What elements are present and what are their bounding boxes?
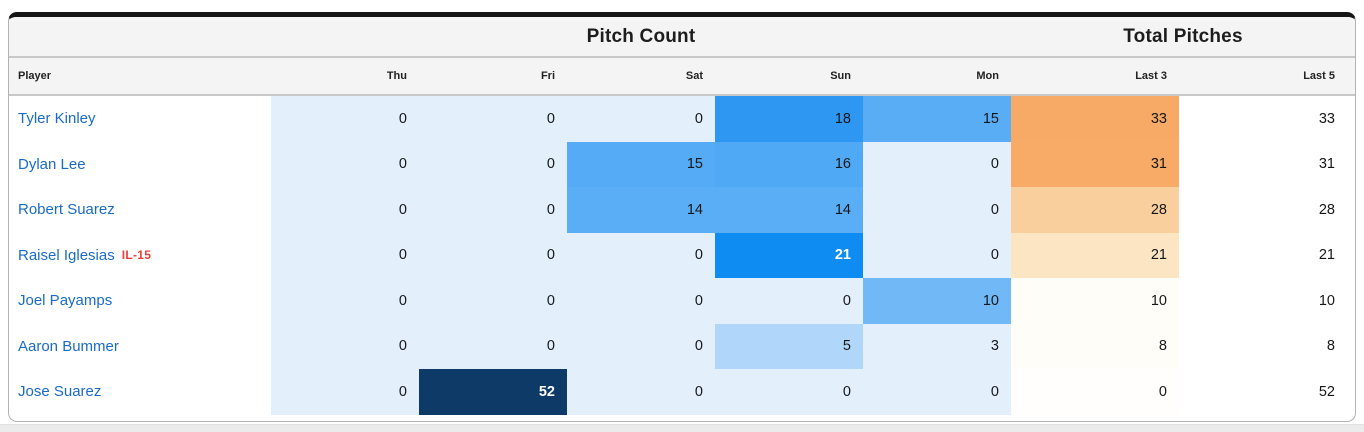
table-row: Joel Payamps 0 0 0 0 10 10 10 [9,278,1355,324]
last5-cell: 28 [1179,187,1355,233]
pitch-cell-sat: 14 [567,187,715,233]
pitch-cell-fri: 0 [419,141,567,187]
player-cell: Jose Suarez [9,369,271,415]
pitch-cell-sun: 14 [715,187,863,233]
column-header-row: Player Thu Fri Sat Sun Mon Last 3 Last 5 [9,58,1355,96]
pitch-cell-mon: 10 [863,278,1011,324]
last3-cell: 8 [1011,323,1179,369]
pitch-cell-fri: 0 [419,96,567,142]
column-header-fri: Fri [540,70,555,82]
pitch-cell-thu: 0 [271,141,419,187]
pitch-cell-sat: 0 [567,278,715,324]
last3-cell: 21 [1011,232,1179,278]
pitch-cell-thu: 0 [271,278,419,324]
pitch-cell-sat: 15 [567,141,715,187]
player-link[interactable]: Aaron Bummer [18,337,119,355]
pitch-cell-sun: 18 [715,96,863,142]
column-header-last5: Last 5 [1303,70,1335,82]
player-link[interactable]: Joel Payamps [18,292,113,310]
player-link[interactable]: Dylan Lee [18,155,86,173]
player-link[interactable]: Raisel Iglesias [18,246,115,264]
last5-cell: 52 [1179,369,1355,415]
pitch-cell-thu: 0 [271,96,419,142]
table-row: Dylan Lee 0 0 15 16 0 31 31 [9,141,1355,188]
table-body: Tyler Kinley 0 0 0 18 15 33 33 Dylan Lee 0 0 15 16 0 3… [9,96,1355,415]
player-link[interactable]: Robert Suarez [18,201,115,219]
table-row: Jose Suarez 0 52 0 0 0 0 52 [9,369,1355,415]
group-header-pitch-count: Pitch Count [586,25,696,47]
table-row: Tyler Kinley 0 0 0 18 15 33 33 [9,96,1355,142]
pitch-cell-mon: 0 [863,232,1011,278]
column-header-mon: Mon [976,70,999,82]
column-header-last3: Last 3 [1135,70,1167,82]
table-row: Robert Suarez 0 0 14 14 0 28 28 [9,187,1355,233]
group-header-total-pitches: Total Pitches [1123,25,1243,47]
pitch-cell-mon: 15 [863,96,1011,142]
last3-cell: 0 [1011,369,1179,415]
last5-cell: 31 [1179,141,1355,187]
player-cell: Raisel Iglesias IL-15 [9,233,271,279]
pitch-cell-fri: 0 [419,323,567,369]
pitch-cell-sun: 0 [715,369,863,415]
last3-cell: 10 [1011,278,1179,324]
pitch-cell-sun: 21 [715,232,863,278]
player-cell: Aaron Bummer [9,324,271,370]
pitch-cell-mon: 0 [863,369,1011,415]
pitch-cell-thu: 0 [271,187,419,233]
pitch-cell-sat: 0 [567,232,715,278]
pitch-cell-sat: 0 [567,323,715,369]
pitch-cell-mon: 0 [863,141,1011,187]
pitch-cell-thu: 0 [271,232,419,278]
player-cell: Joel Payamps [9,278,271,324]
last5-cell: 8 [1179,323,1355,369]
column-header-thu: Thu [386,70,407,82]
last5-cell: 33 [1179,96,1355,142]
player-link[interactable]: Jose Suarez [18,383,102,401]
pitch-cell-fri: 0 [419,278,567,324]
pitch-cell-fri: 0 [419,187,567,233]
pitch-cell-mon: 0 [863,187,1011,233]
last5-cell: 21 [1179,232,1355,278]
pitch-cell-sun: 5 [715,323,863,369]
last5-cell: 10 [1179,278,1355,324]
player-link[interactable]: Tyler Kinley [18,110,96,128]
pitch-cell-thu: 0 [271,369,419,415]
last3-cell: 28 [1011,187,1179,233]
pitch-cell-sat: 0 [567,369,715,415]
pitch-cell-fri: 52 [419,369,567,415]
table-row: Raisel Iglesias IL-15 0 0 0 21 0 21 21 [9,232,1355,279]
pitch-cell-mon: 3 [863,323,1011,369]
horizontal-scrollbar-track[interactable] [0,424,1364,432]
pitch-count-card: Pitch Count Total Pitches Player Thu Fri… [8,12,1356,422]
il-status-badge: IL-15 [121,248,152,263]
table-row: Aaron Bummer 0 0 0 5 3 8 8 [9,323,1355,370]
pitch-cell-thu: 0 [271,323,419,369]
column-header-player: Player [18,70,52,82]
player-cell: Robert Suarez [9,187,271,233]
player-cell: Tyler Kinley [9,96,271,142]
column-header-sat: Sat [685,70,703,82]
last3-cell: 33 [1011,96,1179,142]
pitch-cell-sat: 0 [567,96,715,142]
column-header-sun: Sun [830,70,851,82]
pitch-cell-sun: 0 [715,278,863,324]
pitch-cell-sun: 16 [715,141,863,187]
player-cell: Dylan Lee [9,142,271,188]
last3-cell: 31 [1011,141,1179,187]
pitch-cell-fri: 0 [419,232,567,278]
group-header-row: Pitch Count Total Pitches [9,17,1355,58]
